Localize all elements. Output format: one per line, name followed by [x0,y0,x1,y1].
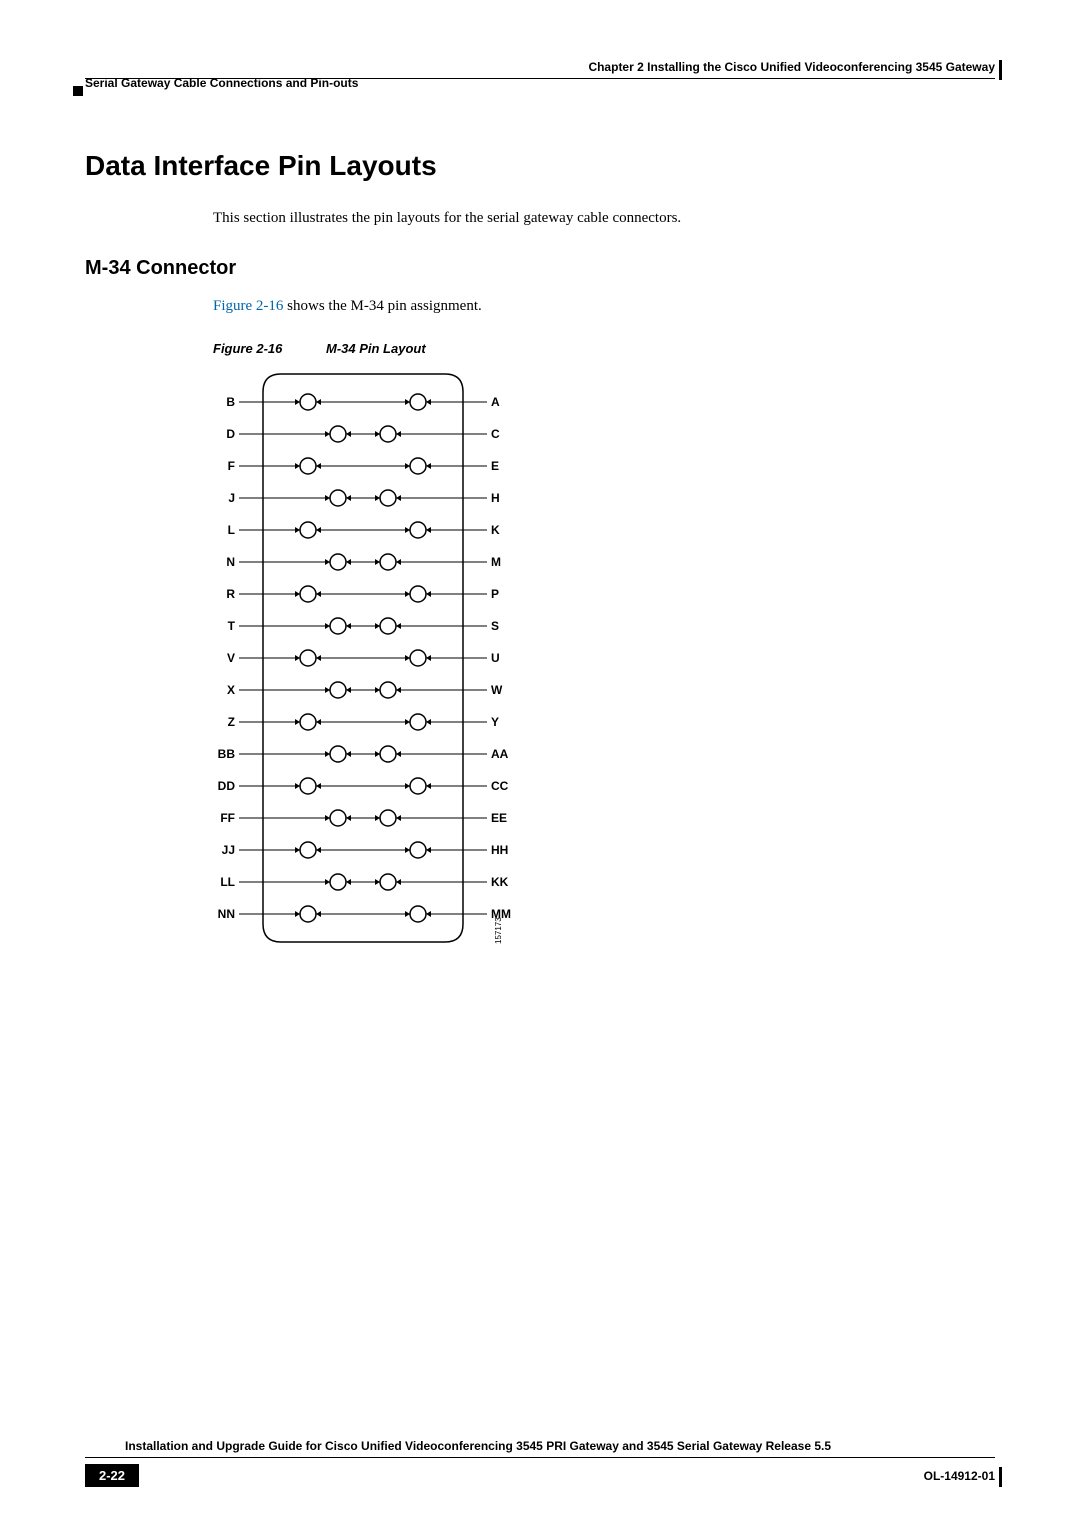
svg-text:X: X [227,683,235,697]
footer-vbar [999,1467,1002,1487]
header-vbar [999,60,1002,80]
svg-text:Y: Y [491,715,499,729]
doc-id: OL-14912-01 [924,1469,995,1483]
svg-text:E: E [491,459,499,473]
page-title: Data Interface Pin Layouts [85,150,995,182]
svg-text:S: S [491,619,499,633]
svg-text:A: A [491,395,500,409]
header-rule [85,78,995,79]
figure-number: Figure 2-16 [213,341,282,356]
svg-text:L: L [228,523,235,537]
svg-text:J: J [228,491,235,505]
svg-text:FF: FF [220,811,235,825]
svg-text:M: M [491,555,501,569]
svg-text:EE: EE [491,811,507,825]
m34-diagram: B A D C F E J H L K N M R P T S V U X W Z Y BB AA DD CC FF EE JJ HH LL… [213,366,513,960]
svg-text:U: U [491,651,500,665]
svg-text:B: B [226,395,235,409]
svg-text:CC: CC [491,779,509,793]
svg-text:D: D [226,427,235,441]
svg-text:JJ: JJ [222,843,235,857]
svg-text:W: W [491,683,503,697]
svg-text:157173: 157173 [494,917,503,944]
footer-title: Installation and Upgrade Guide for Cisco… [125,1439,995,1453]
header-square [73,86,83,96]
chapter-header: Chapter 2 Installing the Cisco Unified V… [85,60,995,74]
svg-text:V: V [227,651,235,665]
svg-text:T: T [228,619,236,633]
sub-intro: Figure 2-16 shows the M-34 pin assignmen… [213,298,995,315]
page-number: 2-22 [85,1464,139,1487]
svg-text:BB: BB [218,747,236,761]
sub-intro-rest: shows the M-34 pin assignment. [283,298,481,314]
svg-text:Z: Z [228,715,235,729]
svg-text:C: C [491,427,500,441]
svg-text:N: N [226,555,235,569]
svg-text:NN: NN [218,907,235,921]
figure-caption: Figure 2-16 M-34 Pin Layout [213,341,995,356]
svg-text:HH: HH [491,843,508,857]
svg-text:AA: AA [491,747,509,761]
svg-text:LL: LL [220,875,235,889]
figure-title: M-34 Pin Layout [326,341,426,356]
figure-link[interactable]: Figure 2-16 [213,298,283,314]
subsection-title: M-34 Connector [85,257,995,280]
svg-text:H: H [491,491,500,505]
svg-text:DD: DD [218,779,236,793]
svg-text:K: K [491,523,500,537]
intro-text: This section illustrates the pin layouts… [213,210,995,227]
svg-text:R: R [226,587,235,601]
svg-text:KK: KK [491,875,509,889]
footer-rule [85,1457,995,1458]
svg-text:F: F [228,459,235,473]
svg-text:P: P [491,587,499,601]
